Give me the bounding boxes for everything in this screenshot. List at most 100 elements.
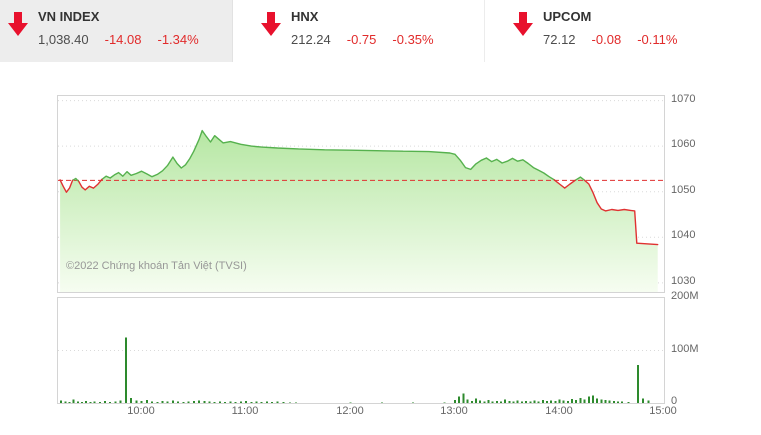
time-axis-label: 11:00 bbox=[231, 405, 259, 417]
price-axis-label: 1030 bbox=[671, 275, 696, 287]
ticker-upcom[interactable]: UPCOM 72.12 -0.08 -0.11% bbox=[484, 0, 761, 62]
volume-bar bbox=[198, 400, 201, 403]
price-chart[interactable] bbox=[58, 96, 664, 292]
volume-bar bbox=[579, 397, 582, 403]
volume-bar bbox=[72, 399, 75, 403]
volume-bar bbox=[500, 401, 502, 403]
volume-bar bbox=[239, 401, 242, 403]
volume-bar bbox=[608, 400, 611, 403]
volume-bar bbox=[64, 401, 67, 403]
volume-bar bbox=[151, 401, 153, 403]
time-axis-label: 12:00 bbox=[336, 405, 364, 417]
volume-bar bbox=[512, 401, 515, 403]
volume-bar bbox=[203, 400, 206, 403]
volume-bar bbox=[266, 401, 268, 403]
volume-bar bbox=[504, 399, 507, 403]
volume-bar bbox=[156, 402, 159, 403]
down-arrow-icon bbox=[8, 12, 28, 36]
volume-bar bbox=[93, 401, 96, 403]
index-value: 1,038.40 bbox=[38, 32, 89, 47]
volume-bar bbox=[520, 401, 523, 403]
copyright-text: ©2022 Chứng khoán Tản Việt (TVSI) bbox=[66, 260, 247, 272]
price-axis-label: 1040 bbox=[671, 229, 696, 241]
volume-bar bbox=[479, 400, 482, 403]
index-name: UPCOM bbox=[543, 9, 592, 24]
volume-bar bbox=[177, 401, 180, 403]
volume-bar bbox=[537, 401, 540, 403]
volume-bar bbox=[213, 402, 216, 403]
volume-bar bbox=[271, 402, 274, 403]
ticker-hnx[interactable]: HNX 212.24 -0.75 -0.35% bbox=[232, 0, 484, 62]
time-axis-label: 10:00 bbox=[127, 405, 155, 417]
volume-bar bbox=[130, 397, 133, 403]
volume-chart[interactable] bbox=[58, 298, 664, 403]
volume-bar bbox=[575, 399, 578, 403]
index-values: 212.24 -0.75 -0.35% bbox=[291, 32, 434, 47]
volume-bar bbox=[161, 400, 164, 403]
index-change: -0.75 bbox=[346, 32, 377, 47]
volume-bar bbox=[466, 399, 469, 403]
volume-bar bbox=[250, 402, 253, 403]
price-chart-panel[interactable] bbox=[57, 95, 665, 293]
volume-bar bbox=[187, 401, 190, 403]
volume-bar bbox=[224, 402, 227, 403]
time-axis-label: 15:00 bbox=[649, 405, 677, 417]
index-value: 72.12 bbox=[543, 32, 576, 47]
ticker-vnindex[interactable]: VN INDEX 1,038.40 -14.08 -1.34% bbox=[0, 0, 232, 62]
index-name: VN INDEX bbox=[38, 9, 100, 24]
volume-bar bbox=[140, 400, 143, 403]
volume-bar bbox=[612, 400, 615, 403]
volume-bar bbox=[98, 402, 101, 403]
volume-bar bbox=[81, 402, 83, 403]
volume-bar bbox=[627, 402, 630, 403]
volume-bar bbox=[525, 400, 528, 403]
volume-bar bbox=[104, 400, 106, 403]
volume-bar bbox=[529, 401, 532, 403]
volume-bar bbox=[600, 399, 603, 403]
volume-bar bbox=[109, 402, 112, 403]
index-values: 72.12 -0.08 -0.11% bbox=[543, 32, 677, 47]
index-percent: -0.11% bbox=[637, 32, 678, 47]
volume-bar bbox=[642, 398, 645, 403]
ticker-text: UPCOM 72.12 -0.08 -0.11% bbox=[543, 9, 677, 47]
volume-bar bbox=[554, 400, 557, 403]
index-change: -0.08 bbox=[591, 32, 622, 47]
volume-chart-panel[interactable] bbox=[57, 297, 665, 404]
time-axis-label: 14:00 bbox=[545, 405, 573, 417]
volume-bar bbox=[208, 401, 211, 403]
index-value: 212.24 bbox=[291, 32, 331, 47]
time-axis-label: 13:00 bbox=[440, 405, 468, 417]
volume-bar bbox=[289, 402, 291, 403]
index-name: HNX bbox=[291, 9, 319, 24]
volume-bar bbox=[119, 400, 122, 403]
volume-bar bbox=[508, 400, 511, 403]
volume-bar bbox=[234, 402, 237, 403]
volume-bar bbox=[192, 400, 195, 403]
volume-bar bbox=[596, 398, 599, 403]
index-values: 1,038.40 -14.08 -1.34% bbox=[38, 32, 199, 47]
price-axis-label: 1070 bbox=[671, 93, 696, 105]
volume-bar bbox=[135, 400, 138, 403]
ticker-text: VN INDEX 1,038.40 -14.08 -1.34% bbox=[38, 9, 199, 47]
volume-bar bbox=[245, 400, 248, 403]
volume-bar bbox=[218, 401, 221, 403]
volume-bar bbox=[604, 399, 607, 403]
volume-axis-label: 100M bbox=[671, 343, 699, 355]
volume-bar bbox=[474, 398, 477, 403]
volume-bar bbox=[558, 399, 561, 403]
volume-bar bbox=[546, 400, 548, 403]
volume-bar bbox=[89, 402, 92, 403]
volume-bar bbox=[462, 393, 465, 403]
volume-axis-label: 0 bbox=[671, 395, 678, 407]
volume-bar bbox=[550, 400, 553, 403]
volume-bar bbox=[617, 401, 619, 403]
index-change: -14.08 bbox=[104, 32, 142, 47]
volume-bar bbox=[276, 401, 279, 403]
volume-bar bbox=[229, 401, 232, 403]
index-percent: -1.34% bbox=[157, 32, 199, 47]
volume-bar bbox=[636, 365, 639, 403]
volume-bar bbox=[124, 337, 127, 403]
volume-bar bbox=[76, 401, 79, 403]
volume-bar bbox=[621, 401, 624, 403]
